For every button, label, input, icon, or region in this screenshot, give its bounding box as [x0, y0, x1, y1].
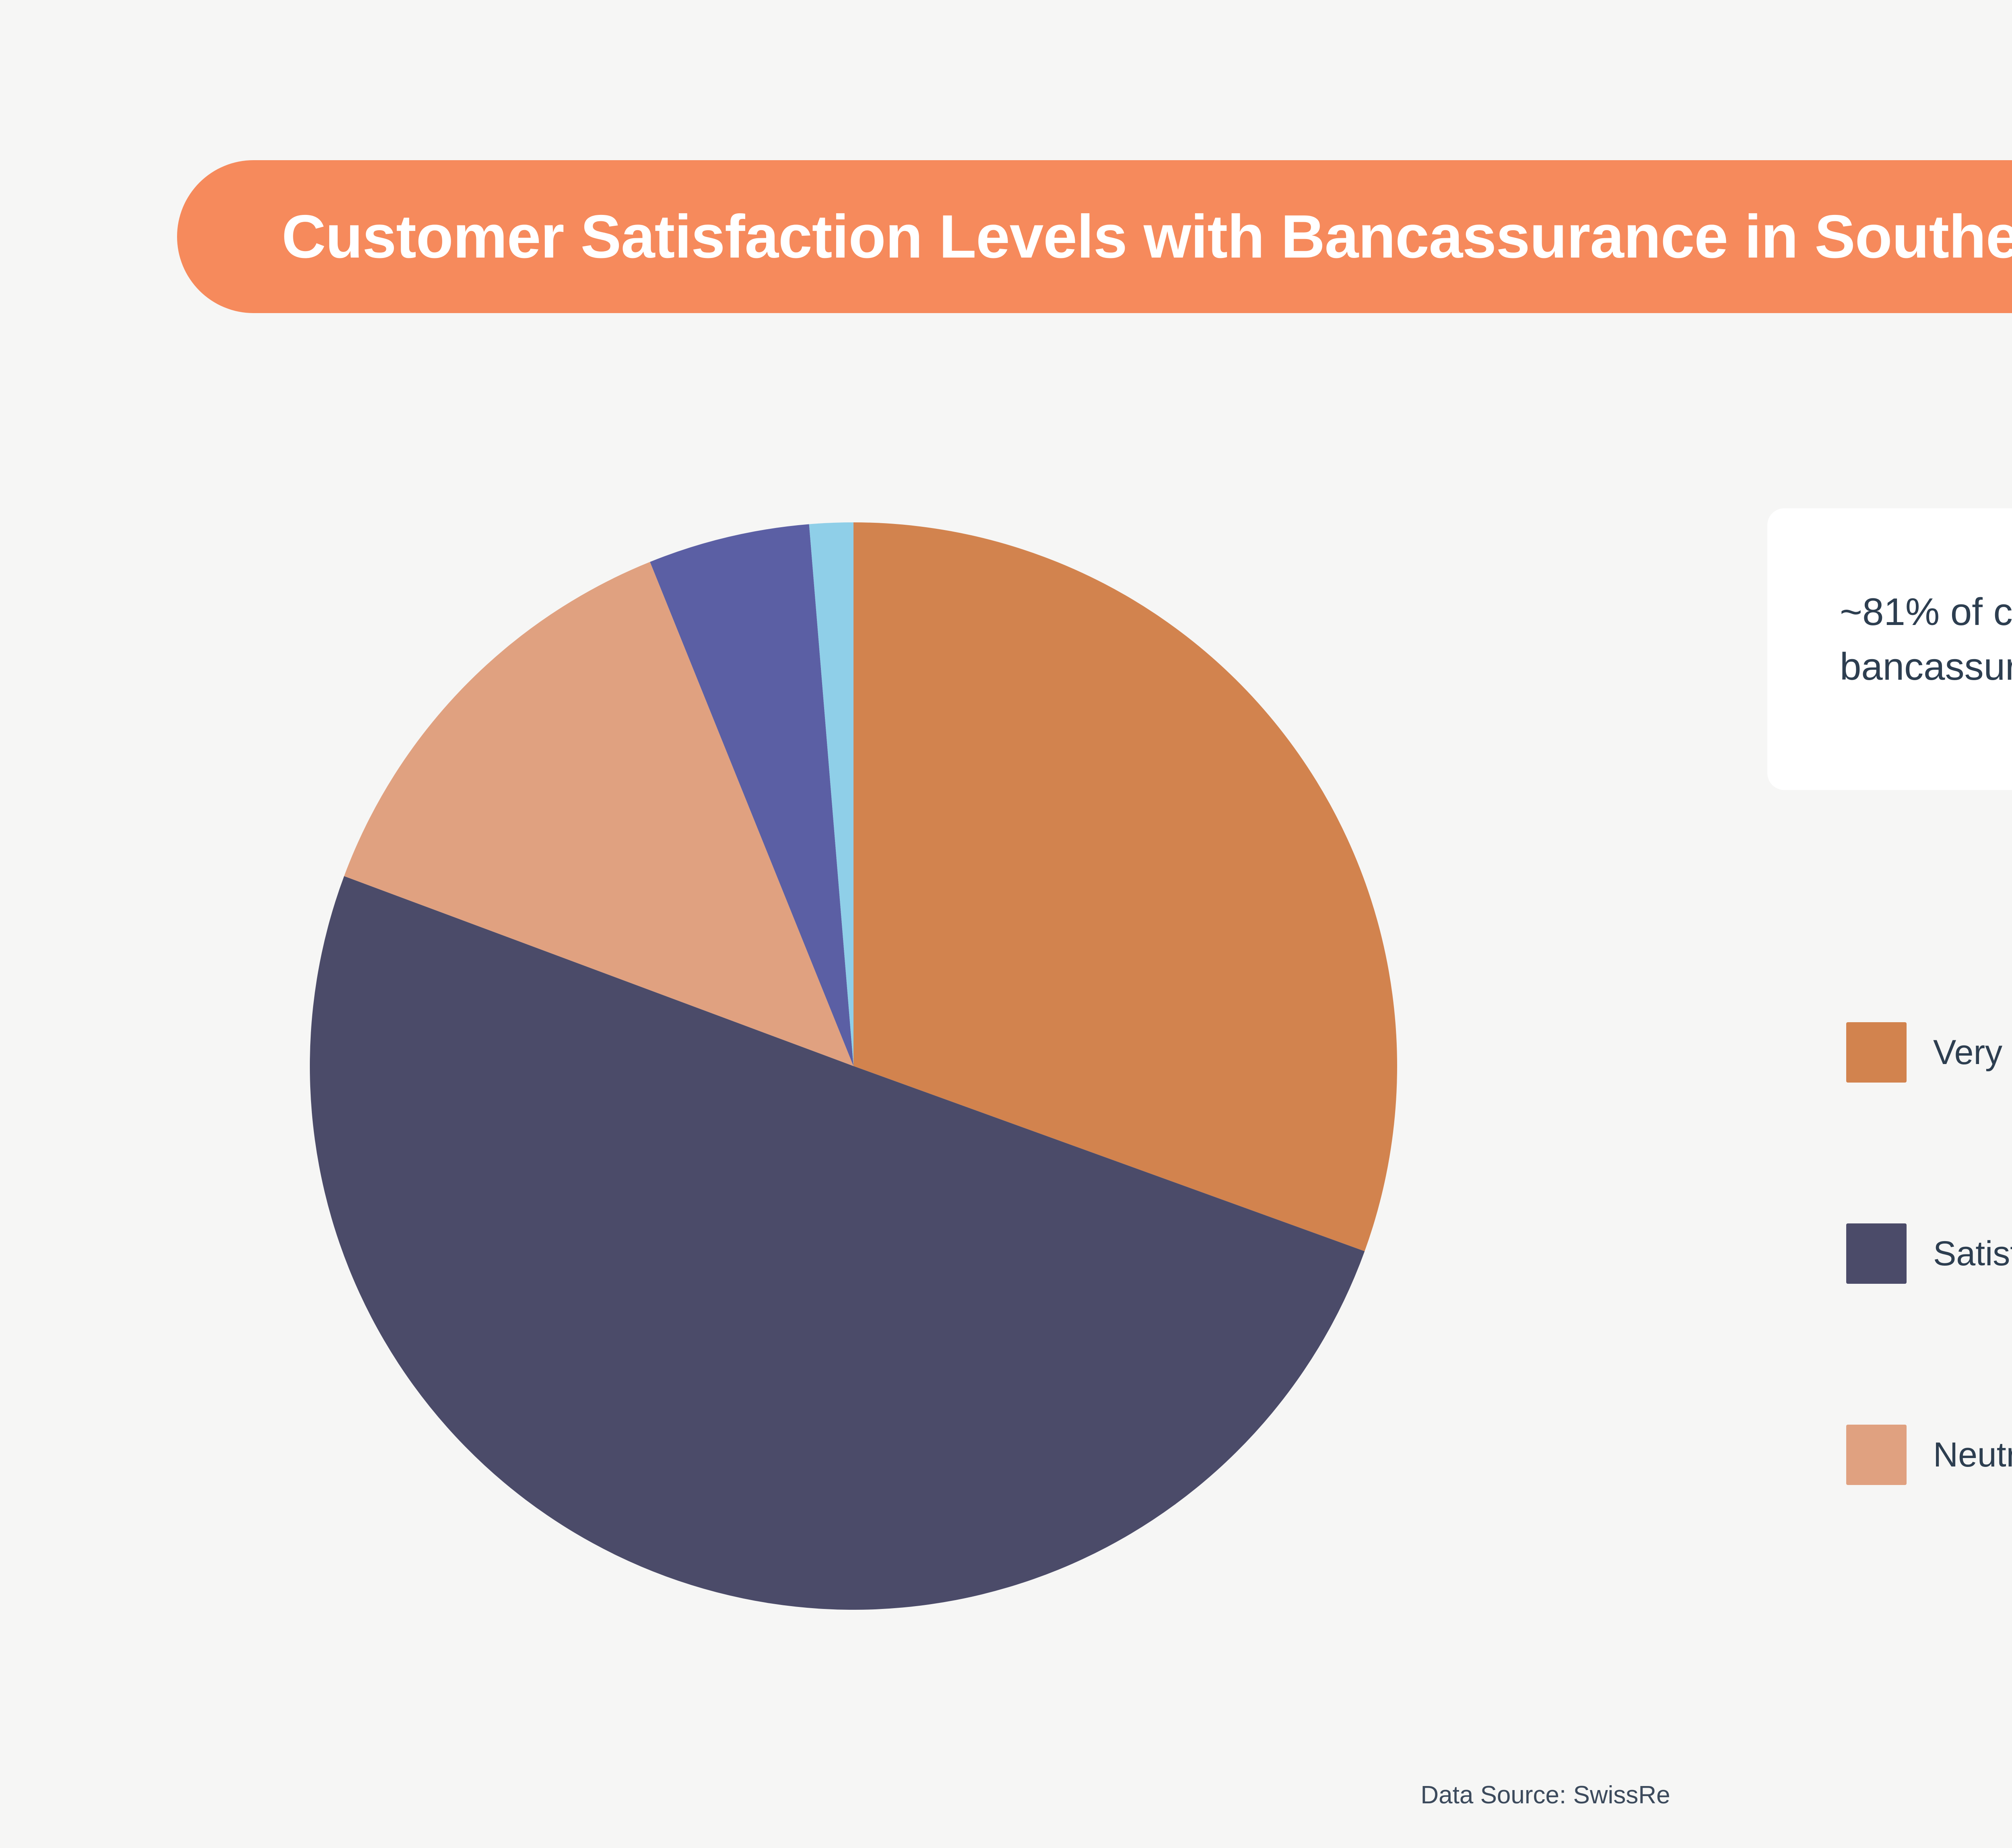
annotation-text: ~81% of customers are satisfied with the…	[1840, 590, 2012, 689]
pie-chart-svg	[310, 522, 1397, 1610]
page-title: Customer Satisfaction Levels with Bancas…	[282, 202, 2012, 271]
pie-slice[interactable]	[310, 876, 1365, 1610]
legend-label: Neutral	[1933, 1436, 2012, 1474]
legend-swatch-icon	[1846, 1223, 1907, 1284]
chart-legend: Very SatisfiedVery DissatisfiedSatisfied…	[1846, 1022, 2012, 1626]
pie-slice[interactable]	[809, 522, 853, 1066]
pie-slice-group	[310, 522, 1397, 1610]
legend-item[interactable]: Neutral	[1846, 1425, 2012, 1485]
pie-slice[interactable]	[853, 522, 1397, 1252]
data-source-label: Data Source: SwissRe	[1420, 1781, 1670, 1809]
annotation-card: ~81% of customers are satisfied with the…	[1767, 508, 2012, 790]
legend-item[interactable]: Very Satisfied	[1846, 1022, 2012, 1083]
pie-chart	[310, 522, 1397, 1610]
chart-title-bar: Customer Satisfaction Levels with Bancas…	[177, 160, 2012, 313]
legend-label: Satisfied	[1933, 1234, 2012, 1273]
legend-swatch-icon	[1846, 1022, 1907, 1083]
pie-slice[interactable]	[650, 524, 853, 1066]
legend-item[interactable]: Satisfied	[1846, 1223, 2012, 1284]
legend-swatch-icon	[1846, 1425, 1907, 1485]
legend-label: Very Satisfied	[1933, 1033, 2012, 1072]
pie-slice[interactable]	[344, 562, 853, 1066]
